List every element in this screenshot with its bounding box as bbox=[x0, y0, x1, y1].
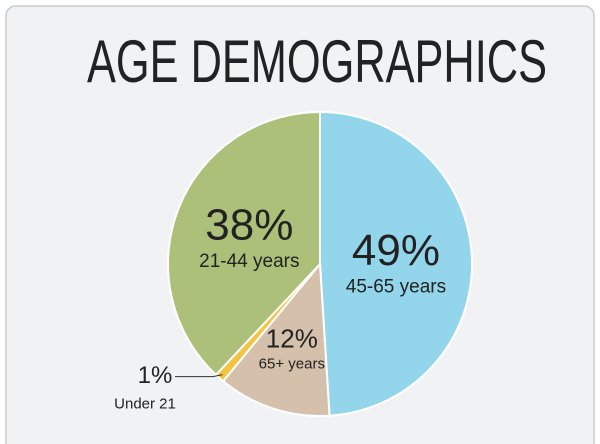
leader-line bbox=[175, 374, 223, 378]
slice-category-label: Under 21 bbox=[114, 396, 176, 413]
pie-slice bbox=[319, 110, 473, 417]
pie-slice bbox=[221, 261, 331, 417]
slice-category-label: 65+ years bbox=[259, 356, 325, 373]
slice-value-label: 12% bbox=[266, 324, 318, 354]
slice-category-label: 21-44 years bbox=[199, 251, 299, 272]
pie-slice bbox=[167, 110, 321, 377]
slice-value-label: 1% bbox=[138, 362, 173, 389]
slice-category-label: 45-65 years bbox=[346, 277, 446, 298]
chart-title: AGE DEMOGRAPHICS bbox=[87, 28, 547, 95]
slice-value-label: 38% bbox=[205, 201, 293, 250]
slice-value-label: 49% bbox=[352, 226, 440, 275]
